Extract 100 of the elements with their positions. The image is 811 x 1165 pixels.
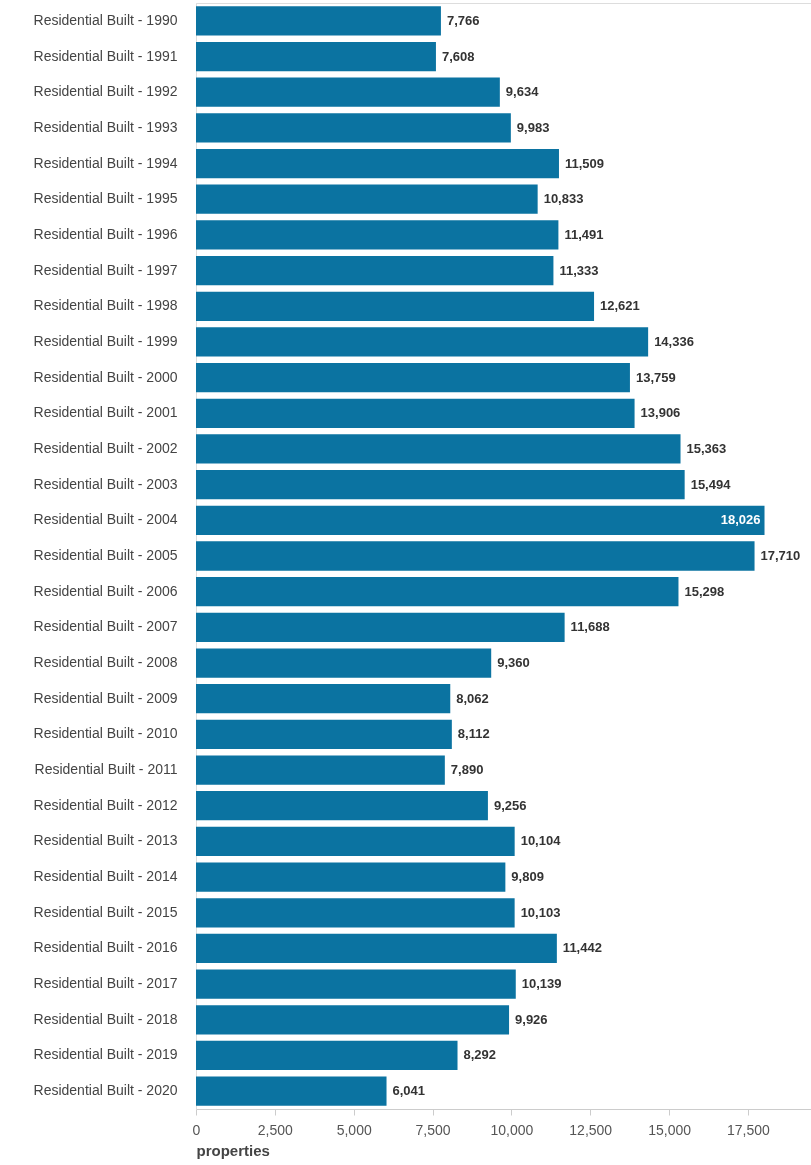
y-tick-label: Residential Built - 2013 — [33, 832, 178, 849]
data-label: 15,298 — [684, 583, 725, 599]
y-tick-label: Residential Built - 1993 — [33, 118, 178, 135]
bar — [196, 505, 765, 535]
data-label: 10,833 — [543, 191, 584, 207]
data-label: 7,766 — [446, 12, 480, 28]
y-tick-label: Residential Built - 1998 — [33, 297, 178, 314]
bar — [196, 1040, 458, 1071]
y-tick-label: Residential Built - 2017 — [33, 975, 178, 992]
bar — [196, 577, 679, 607]
data-label: 7,608 — [441, 48, 475, 64]
x-tick-label: 0 — [192, 1121, 201, 1138]
y-tick-label: Residential Built - 2018 — [33, 1010, 178, 1027]
y-tick-label: Residential Built - 2002 — [33, 439, 178, 456]
y-tick-label: Residential Built - 2012 — [33, 796, 178, 813]
y-tick-label: Residential Built - 2014 — [33, 868, 178, 885]
y-tick-label: Residential Built - 1999 — [33, 332, 178, 349]
bar — [196, 1076, 387, 1106]
data-label: 10,139 — [521, 976, 562, 992]
x-tick-label: 10,000 — [490, 1121, 534, 1138]
bar — [196, 362, 630, 393]
bar — [196, 220, 559, 250]
data-label: 12,621 — [600, 298, 640, 314]
y-tick-label: Residential Built - 1994 — [33, 154, 178, 171]
bar — [196, 862, 506, 892]
data-label: 13,906 — [640, 405, 681, 421]
bar — [196, 826, 515, 857]
bar — [196, 113, 511, 143]
y-tick-label: Residential Built - 2004 — [33, 511, 178, 528]
y-tick-label: Residential Built - 2001 — [33, 404, 178, 421]
y-tick-label: Residential Built - 2015 — [33, 903, 178, 920]
bar — [196, 791, 488, 821]
x-tick-label: 17,500 — [727, 1121, 771, 1138]
y-tick-label: Residential Built - 2008 — [33, 654, 178, 671]
bar — [196, 398, 635, 428]
bar — [196, 184, 538, 214]
bar — [196, 648, 492, 678]
bar — [196, 41, 436, 72]
data-label: 10,104 — [520, 833, 562, 849]
data-label: 11,688 — [570, 619, 610, 635]
data-label: 18,026 — [720, 512, 761, 528]
data-label: 7,890 — [450, 762, 484, 778]
bar — [196, 933, 557, 964]
bar — [196, 327, 649, 357]
data-label: 13,759 — [635, 369, 676, 385]
data-label: 9,983 — [516, 119, 550, 135]
bar — [196, 148, 559, 179]
data-label: 15,363 — [686, 440, 727, 456]
bar — [196, 434, 681, 464]
y-tick-label: Residential Built - 2003 — [33, 475, 178, 492]
y-tick-label: Residential Built - 2006 — [33, 582, 178, 599]
y-tick-label: Residential Built - 2009 — [33, 689, 178, 706]
y-tick-label: Residential Built - 1996 — [33, 225, 178, 242]
x-tick-label: 2,500 — [257, 1121, 294, 1138]
y-tick-label: Residential Built - 1991 — [33, 47, 178, 64]
bar — [196, 255, 554, 286]
data-label: 11,442 — [562, 940, 602, 956]
y-tick-label: Residential Built - 1997 — [33, 261, 178, 278]
bar — [196, 541, 755, 571]
data-label: 15,494 — [690, 476, 732, 492]
data-label: 8,292 — [463, 1047, 497, 1063]
y-tick-label: Residential Built - 2000 — [33, 368, 178, 385]
y-tick-label: Residential Built - 2010 — [33, 725, 178, 742]
data-label: 11,333 — [559, 262, 599, 278]
data-label: 9,360 — [497, 655, 530, 671]
data-label: 11,509 — [564, 155, 605, 171]
y-tick-label: Residential Built - 2011 — [34, 761, 178, 778]
data-label: 9,634 — [505, 84, 540, 100]
data-label: 6,041 — [392, 1083, 426, 1099]
x-axis-title: properties — [196, 1141, 270, 1159]
data-label: 8,112 — [457, 726, 490, 742]
data-label: 9,926 — [515, 1011, 548, 1027]
bar — [196, 755, 445, 785]
bar — [196, 719, 452, 750]
data-label: 8,062 — [456, 690, 489, 706]
bar — [196, 612, 565, 642]
data-label: 10,103 — [520, 904, 561, 920]
data-label: 11,491 — [564, 226, 604, 242]
bar — [196, 684, 451, 714]
data-label: 9,809 — [511, 869, 544, 885]
y-tick-label: Residential Built - 2005 — [33, 547, 178, 563]
bar — [196, 898, 515, 928]
y-tick-label: Residential Built - 2007 — [33, 618, 178, 635]
data-label: 17,710 — [760, 548, 801, 563]
x-tick-label: 12,500 — [569, 1121, 613, 1138]
bar — [196, 77, 500, 107]
bar — [196, 291, 595, 321]
bar — [196, 1005, 510, 1035]
y-tick-label: Residential Built - 1992 — [33, 83, 178, 100]
y-tick-label: Residential Built - 2020 — [33, 1082, 178, 1099]
x-tick-label: 15,000 — [648, 1121, 692, 1138]
y-tick-label: Residential Built - 1995 — [33, 190, 178, 207]
x-tick-label: 5,000 — [336, 1121, 372, 1138]
y-tick-label: Residential Built - 1990 — [33, 11, 178, 28]
bar — [196, 969, 516, 999]
bar — [196, 470, 685, 500]
bar — [196, 6, 441, 36]
data-label: 14,336 — [654, 333, 694, 349]
x-tick-label: 7,500 — [415, 1121, 451, 1138]
y-tick-label: Residential Built - 2019 — [33, 1046, 178, 1063]
